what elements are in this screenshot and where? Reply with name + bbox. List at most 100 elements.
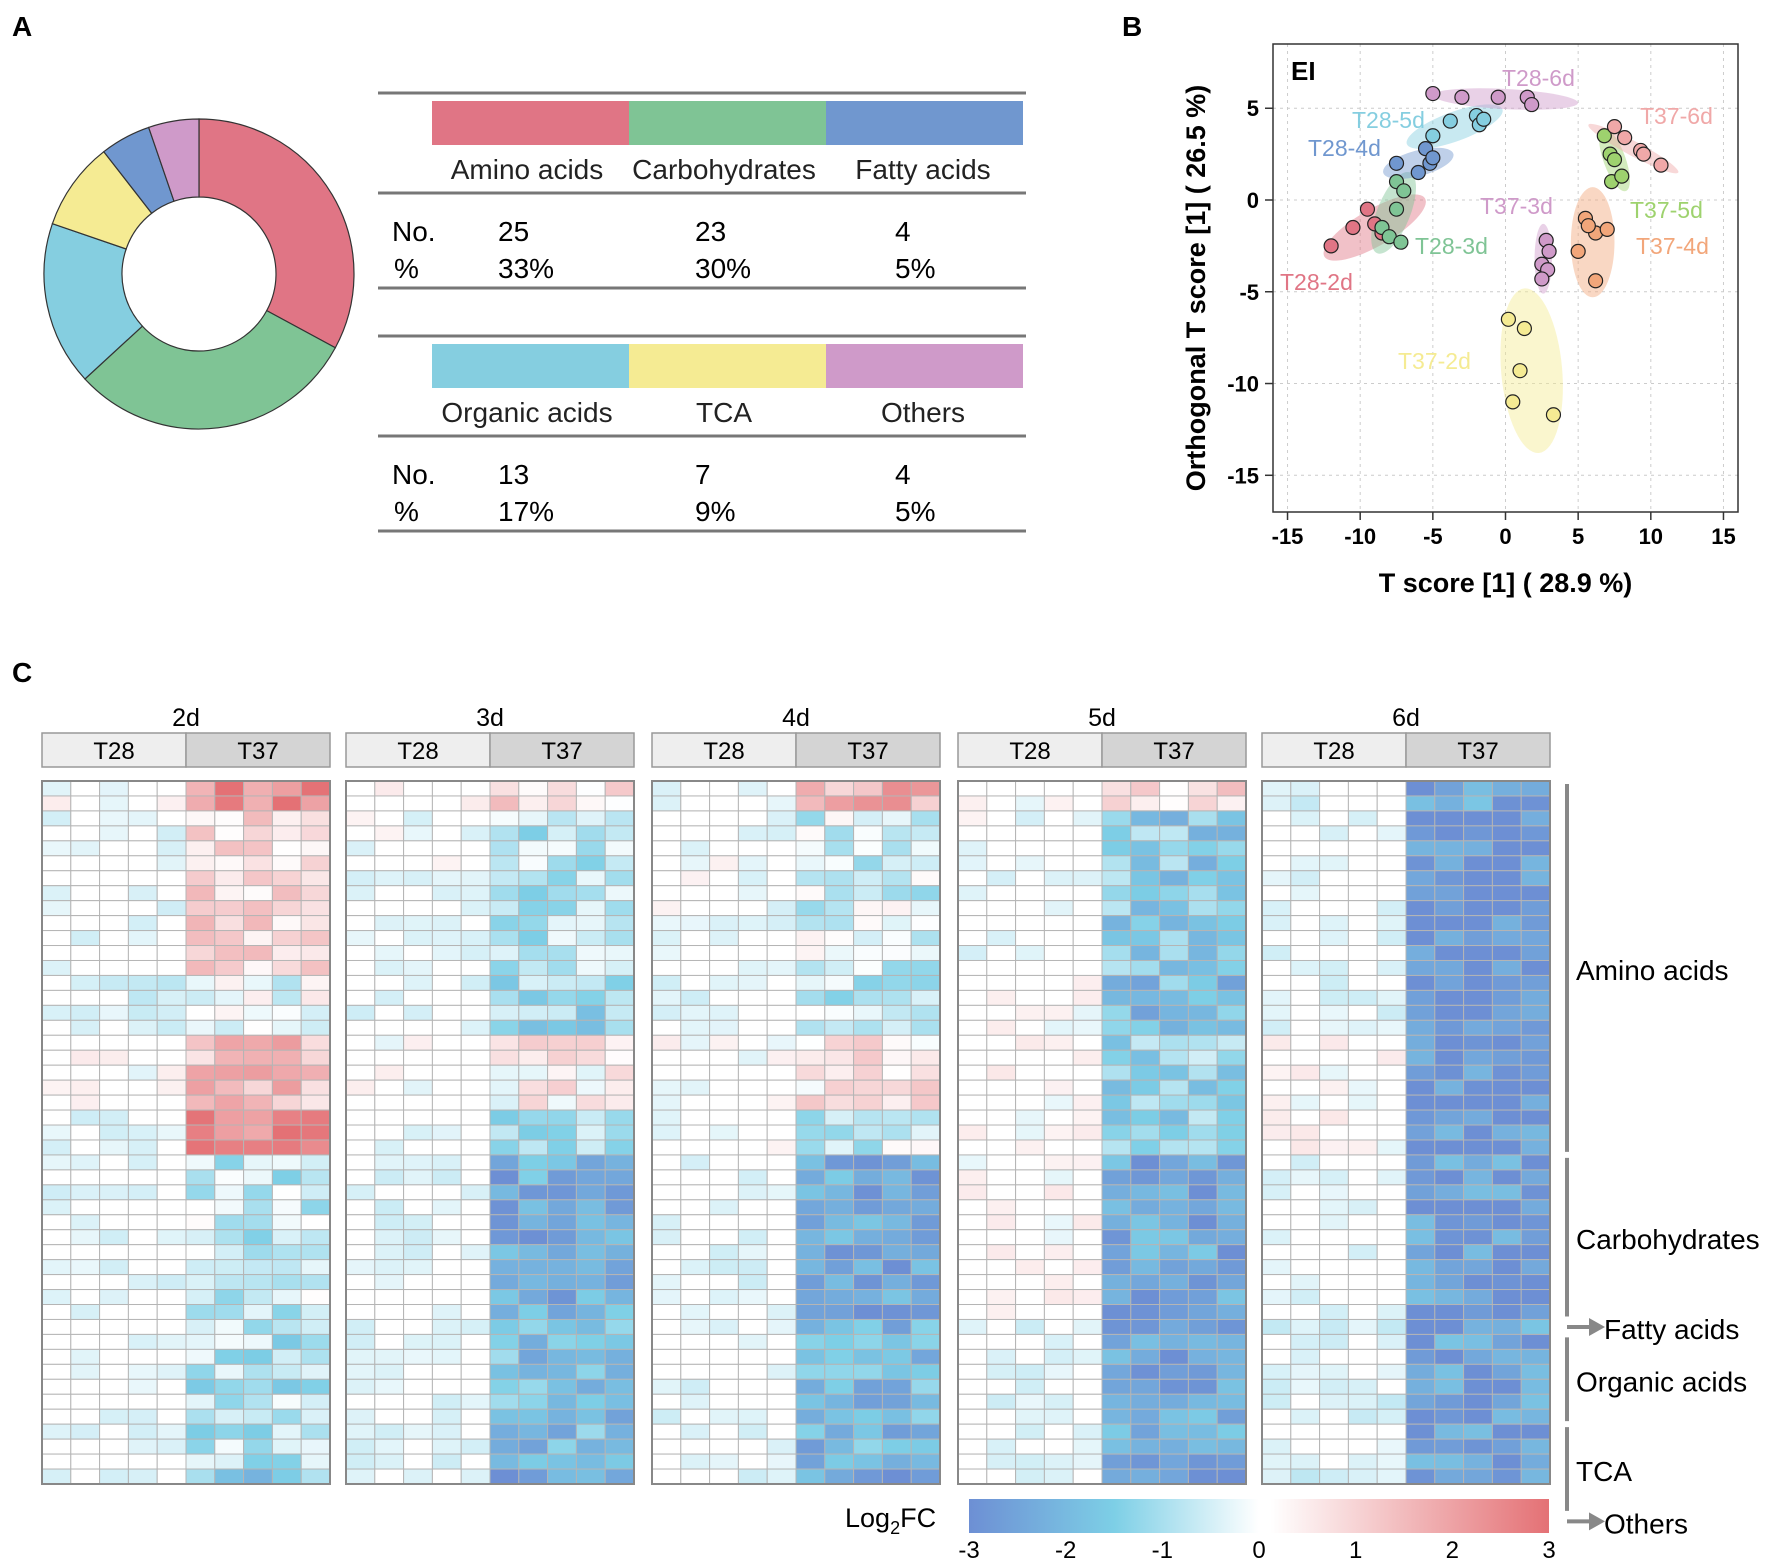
heatmap-cell	[1347, 1019, 1378, 1036]
heatmap-cell	[1187, 1274, 1218, 1291]
heatmap-cell	[680, 974, 711, 991]
heatmap-cell	[1347, 1274, 1378, 1291]
heatmap-cell	[300, 1109, 331, 1126]
heatmap-cell	[1101, 930, 1132, 947]
heatmap-cell	[1463, 1169, 1493, 1186]
heatmap-cell	[737, 825, 768, 842]
heatmap-cell	[1434, 1124, 1465, 1141]
heatmap-cell	[1187, 1109, 1218, 1126]
heatmap-cell	[1463, 1109, 1493, 1126]
heatmap-cell	[460, 870, 491, 887]
heatmap-cell	[604, 1019, 635, 1036]
heatmap-cell	[70, 915, 101, 932]
heatmap-cell	[1130, 780, 1161, 797]
heatmap-cell	[1290, 1289, 1321, 1306]
heatmap-cell	[1376, 1378, 1407, 1395]
heatmap-cell	[709, 974, 739, 991]
heatmap-cell	[99, 1289, 129, 1306]
heatmap-cell	[1463, 855, 1493, 872]
heatmap-cell	[766, 855, 797, 872]
heatmap-cell	[1043, 795, 1074, 812]
heatmap-cell	[547, 870, 577, 887]
heatmap-cell	[99, 1064, 129, 1081]
heatmap-cell	[680, 1109, 711, 1126]
heatmap-cell	[1434, 1348, 1465, 1365]
heatmap-cell	[99, 1004, 129, 1021]
heatmap-cell	[1101, 1244, 1132, 1261]
heatmap-cell	[1376, 1453, 1407, 1470]
heatmap-cell	[1520, 1184, 1551, 1201]
heatmap-cell	[1216, 1079, 1247, 1096]
heatmap-cell	[853, 1363, 883, 1380]
heatmap-cell	[1130, 989, 1161, 1006]
heatmap-cell	[99, 1154, 129, 1171]
heatmap-cell	[737, 780, 768, 797]
heatmap-cell	[604, 1244, 635, 1261]
heatmap-cell	[1290, 1423, 1321, 1440]
heatmap-cell	[99, 1259, 129, 1276]
heatmap-cell	[185, 1184, 216, 1201]
heatmap-cell	[127, 1184, 158, 1201]
heatmap-cell	[824, 1034, 855, 1051]
heatmap-cell	[70, 870, 101, 887]
heatmap-cell	[1130, 1154, 1161, 1171]
heatmap-cell	[1434, 1079, 1465, 1096]
heatmap-cell	[957, 855, 988, 872]
heatmap-cell	[1520, 1004, 1551, 1021]
heatmap-cell	[1347, 900, 1378, 917]
heatmap-cell	[403, 1199, 433, 1216]
heatmap-cell	[300, 1004, 331, 1021]
heatmap-cell	[243, 1079, 273, 1096]
heatmap-cell	[910, 1019, 941, 1036]
heatmap-cell	[1101, 1139, 1132, 1156]
heatmap-cell	[1216, 1363, 1247, 1380]
heatmap-cell	[547, 1438, 577, 1455]
heatmap-cell	[1405, 1274, 1436, 1291]
heatmap-cell	[271, 1423, 302, 1440]
heatmap-cell	[1463, 825, 1493, 842]
heatmap-cell	[604, 1318, 635, 1335]
heatmap-cell	[1463, 974, 1493, 991]
heatmap-cell	[1101, 1019, 1132, 1036]
heatmap-cell	[547, 900, 577, 917]
heatmap-cell	[460, 780, 491, 797]
heatmap-cell	[680, 1318, 711, 1335]
heatmap-cell	[243, 1034, 273, 1051]
heatmap-cell	[1319, 1169, 1349, 1186]
heatmap-cell	[156, 1214, 187, 1231]
heatmap-cell	[185, 870, 216, 887]
heatmap-cell	[127, 1004, 158, 1021]
heatmap-cell	[403, 1109, 433, 1126]
heatmap-cell	[214, 1304, 245, 1320]
heatmap-cell	[41, 1438, 72, 1455]
heatmap-cell	[403, 930, 433, 947]
heatmap-cell	[1261, 1139, 1292, 1156]
heatmap-cell	[824, 900, 855, 917]
heatmap-cell	[709, 1229, 739, 1246]
heatmap-cell	[127, 1019, 158, 1036]
heatmap-cell	[881, 1408, 912, 1425]
heatmap-cell	[1043, 1244, 1074, 1261]
heatmap-cell	[431, 1124, 462, 1141]
heatmap-cell	[1520, 810, 1551, 827]
heatmap-cell	[156, 1034, 187, 1051]
heatmap-cell	[374, 1109, 405, 1126]
heatmap-cell	[1015, 885, 1045, 902]
heatmap-cell	[1130, 1124, 1161, 1141]
heatmap-cell	[127, 855, 158, 872]
heatmap-cell	[431, 1378, 462, 1395]
heatmap-cell	[910, 1214, 941, 1231]
heatmap-cell	[1216, 1019, 1247, 1036]
heatmap-cell	[1187, 810, 1218, 827]
heatmap-cell	[1187, 1453, 1218, 1470]
heatmap-cell	[1347, 1199, 1378, 1216]
heatmap-cell	[986, 810, 1017, 827]
heatmap-cell	[243, 1199, 273, 1216]
heatmap-cell	[431, 855, 462, 872]
heatmap-cell	[910, 1274, 941, 1291]
heatmap-cell	[853, 1378, 883, 1395]
heatmap-cell	[1376, 1139, 1407, 1156]
heatmap-cell	[1072, 1184, 1103, 1201]
heatmap-cell	[853, 989, 883, 1006]
heatmap-cell	[1043, 1214, 1074, 1231]
